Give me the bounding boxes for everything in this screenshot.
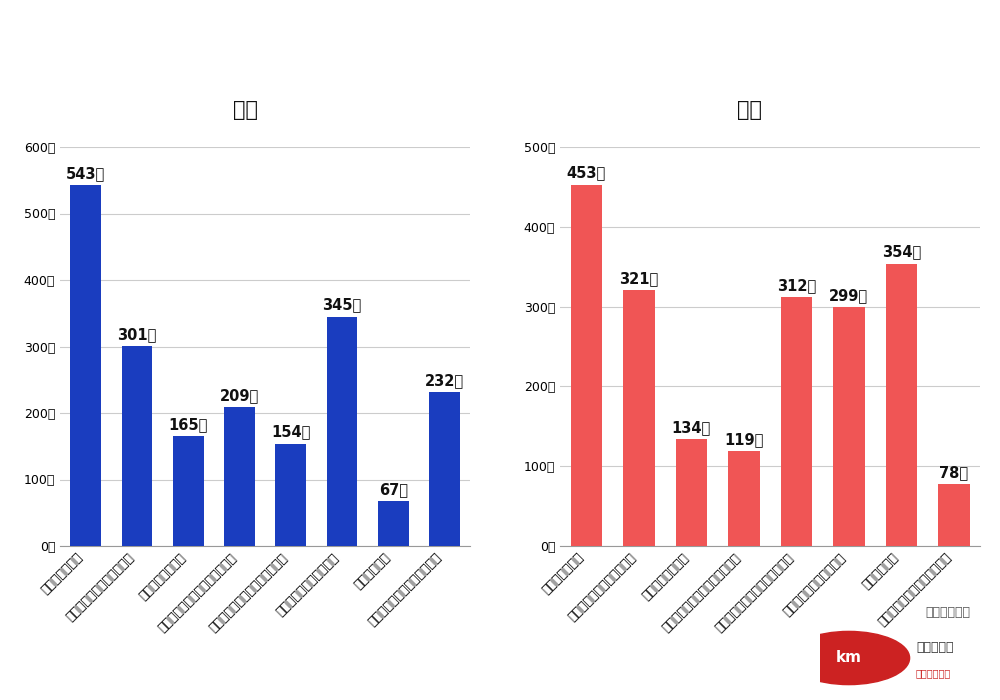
Text: 312名: 312名 <box>777 278 816 293</box>
Bar <box>70 185 101 546</box>
Bar <box>938 484 970 546</box>
Text: km: km <box>836 650 862 666</box>
Bar <box>275 444 306 546</box>
Text: 354名: 354名 <box>882 244 921 260</box>
Text: 321名: 321名 <box>619 271 658 286</box>
Bar <box>780 297 812 546</box>
Bar <box>833 307 864 546</box>
Text: 既婚者マッチングアプリにどんな機能があると嬉しいですか？: 既婚者マッチングアプリにどんな機能があると嬉しいですか？ <box>278 29 722 55</box>
Text: 154名: 154名 <box>271 425 310 440</box>
Bar <box>326 316 357 546</box>
Bar <box>224 407 255 546</box>
Text: 453名: 453名 <box>567 165 606 181</box>
Text: 複数回答可能: 複数回答可能 <box>925 606 970 620</box>
Text: 543名: 543名 <box>66 166 105 181</box>
Text: 女性: 女性 <box>738 100 763 120</box>
Text: 345名: 345名 <box>322 298 362 313</box>
Text: 165名: 165名 <box>168 417 208 433</box>
Bar <box>886 263 917 546</box>
Text: 299名: 299名 <box>829 288 868 303</box>
Text: 209名: 209名 <box>220 388 259 403</box>
Bar <box>122 346 152 546</box>
Text: 67名: 67名 <box>379 482 408 498</box>
Text: 78名: 78名 <box>939 465 968 480</box>
Text: 既婚マッチ: 既婚マッチ <box>916 641 954 654</box>
Bar <box>378 501 409 546</box>
Bar <box>173 436 204 546</box>
Bar <box>728 451 760 546</box>
Circle shape <box>788 631 910 685</box>
Text: 232名: 232名 <box>425 372 464 388</box>
Bar <box>429 392 460 546</box>
Bar <box>623 290 654 546</box>
Text: 301名: 301名 <box>117 327 157 342</box>
Text: 男性: 男性 <box>232 100 258 120</box>
Text: 119名: 119名 <box>724 432 763 447</box>
Text: 134名: 134名 <box>672 420 711 435</box>
Bar <box>570 185 602 546</box>
Bar <box>676 439 707 546</box>
Text: アドバイザー: アドバイザー <box>916 668 951 678</box>
